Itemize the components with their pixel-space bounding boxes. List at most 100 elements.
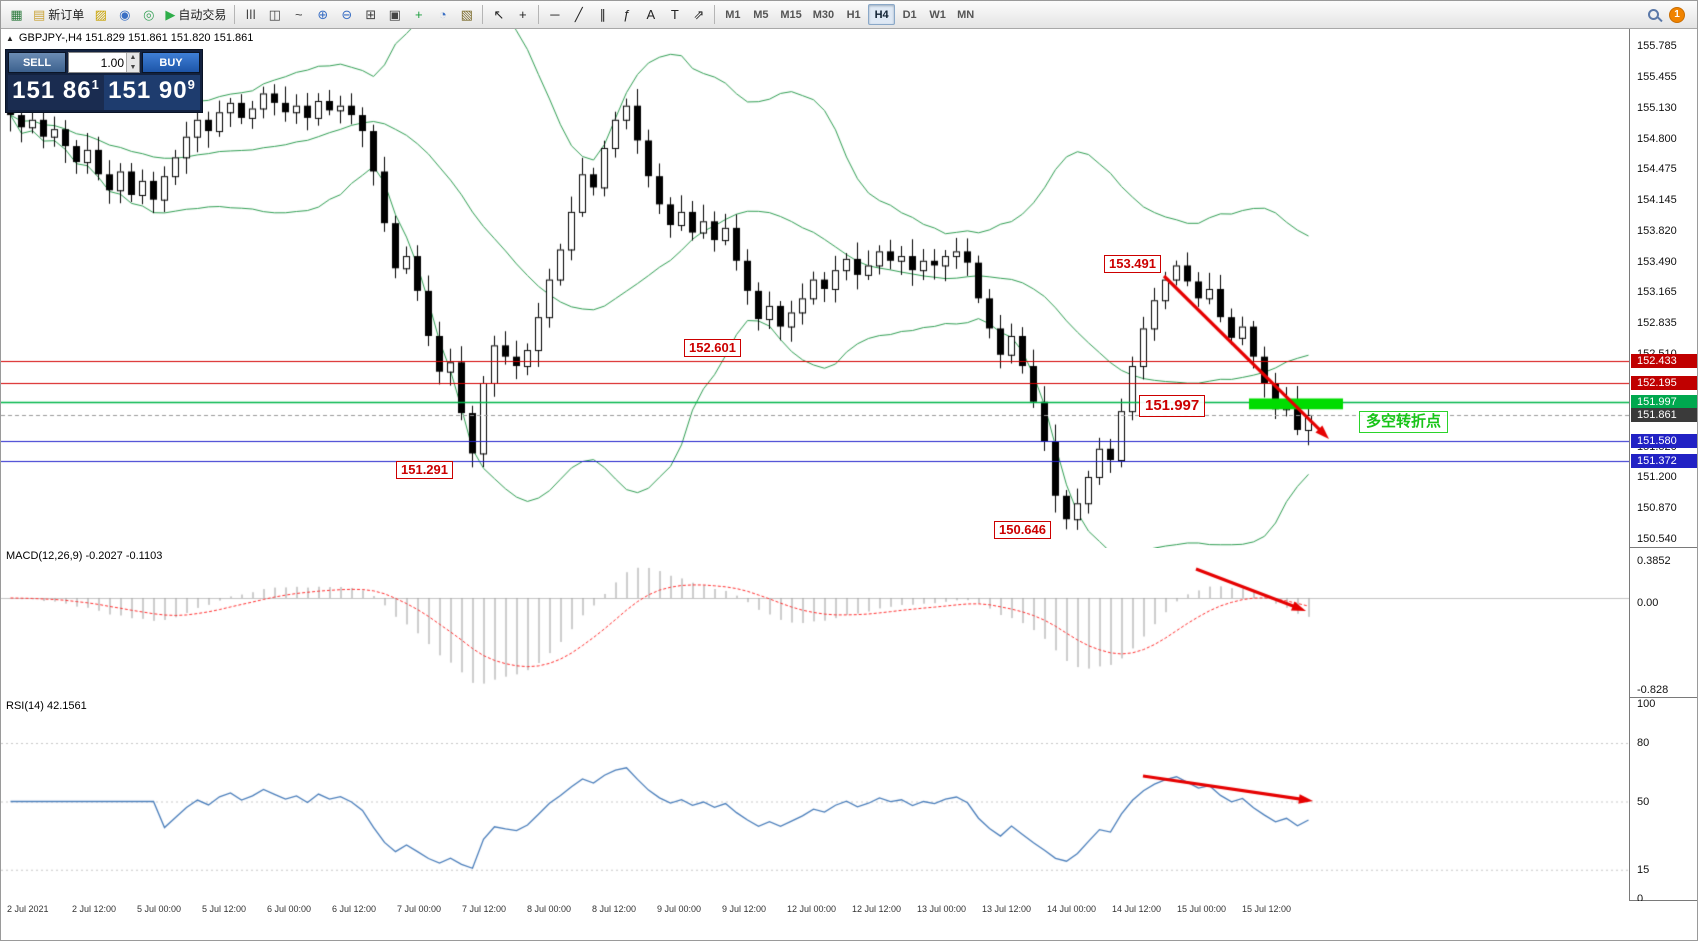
price-annotation-151-291[interactable]: 151.291 <box>396 461 453 479</box>
timeframe-m15[interactable]: M15 <box>780 8 802 21</box>
new-order-button[interactable]: ▤ 新订单 <box>29 3 88 26</box>
macd-panel: MACD(12,26,9) -0.2027 -0.1103 0.3852 0.00… <box>1 548 1697 698</box>
price-annotation-150-646[interactable]: 150.646 <box>994 521 1051 539</box>
price-annotation-151-997[interactable]: 151.997 <box>1139 395 1206 417</box>
timeframe-w1[interactable]: W1 <box>929 8 946 21</box>
rsi-canvas[interactable] <box>1 698 1629 901</box>
time-axis-label: 15 Jul 00:00 <box>1177 904 1227 914</box>
toolbar-separator <box>482 5 484 24</box>
price-scale-label: 154.800 <box>1637 132 1677 145</box>
periods-icon[interactable]: ◔ <box>431 3 454 26</box>
zoom-out-icon[interactable]: ⊖ <box>335 3 358 26</box>
zoom-in-icon[interactable]: ⊕ <box>311 3 334 26</box>
candlestick-chart-icon[interactable]: ◫ <box>263 3 286 26</box>
autotrading-button[interactable]: ▶ 自动交易 <box>161 3 230 26</box>
volume-input[interactable] <box>69 53 126 72</box>
price-scale-label: 151.200 <box>1637 470 1677 483</box>
time-axis-label: 2 Jul 12:00 <box>72 904 117 914</box>
line-chart-icon: ~ <box>295 7 303 22</box>
timeframe-d1[interactable]: D1 <box>902 8 917 21</box>
price-tag: 151.372 <box>1631 453 1697 468</box>
time-axis-label: 6 Jul 12:00 <box>332 904 377 914</box>
timeframe-m30[interactable]: M30 <box>812 8 835 21</box>
autotrading-icon: ▶ <box>165 7 176 22</box>
price-scale-label: 153.490 <box>1637 255 1677 268</box>
crosshair-icon[interactable]: + <box>511 3 534 26</box>
time-axis-label: 14 Jul 00:00 <box>1047 904 1097 914</box>
time-axis-label: 8 Jul 00:00 <box>527 904 572 914</box>
horizontal-line-icon: ─ <box>550 7 560 22</box>
toolbar-separator <box>714 5 716 24</box>
notification-badge[interactable]: 1 <box>1669 6 1685 23</box>
timeframe-h4[interactable]: H4 <box>868 4 896 25</box>
toolbar-separator <box>234 5 236 24</box>
indicators-icon[interactable]: + <box>407 3 430 26</box>
line-chart-icon[interactable]: ~ <box>287 3 310 26</box>
macd-scale-label: 0.00 <box>1637 597 1659 609</box>
cursor-icon: ↖ <box>493 7 505 22</box>
time-axis-label: 7 Jul 12:00 <box>462 904 507 914</box>
market-watch-icon: ◉ <box>119 7 131 22</box>
time-axis-label: 8 Jul 12:00 <box>592 904 637 914</box>
search-icon[interactable] <box>1648 9 1659 20</box>
tile-windows-icon[interactable]: ⊞ <box>359 3 382 26</box>
oneclick-collapse-icon[interactable]: ▲ <box>6 33 14 43</box>
trendline-icon[interactable]: ╱ <box>567 3 590 26</box>
chart-symbol-ohlc: ▲ GBPJPY-,H4 151.829 151.861 151.820 151… <box>6 32 253 44</box>
rsi-scale: 100 80 50 15 0 <box>1629 698 1697 905</box>
text-label-icon[interactable]: T <box>663 3 686 26</box>
templates-icon[interactable]: ▧ <box>455 3 478 26</box>
sell-button[interactable]: SELL <box>8 52 66 73</box>
equidistant-channel-icon[interactable]: ∥ <box>591 3 614 26</box>
time-axis: 2 Jul 2021 2 Jul 12:00 5 Jul 00:00 5 Jul 12… <box>1 901 1697 940</box>
price-annotation-153-491[interactable]: 153.491 <box>1104 255 1161 273</box>
volume-decrease-button[interactable]: ▼ <box>127 62 139 72</box>
sell-price[interactable]: 151 861 <box>8 75 104 110</box>
volume-increase-button[interactable]: ▲ <box>127 53 139 63</box>
rsi-scale-label: 15 <box>1637 863 1650 876</box>
market-watch-icon[interactable]: ◉ <box>113 3 136 26</box>
trendline-icon: ╱ <box>574 7 583 22</box>
indicators-icon: + <box>415 7 423 22</box>
candlestick-chart-icon: ◫ <box>268 7 281 22</box>
main-toolbar: ▦ ▤ 新订单 ▨ ◉ ◎ ▶ 自动交易 ǀǀǀ ◫ ~ ⊕ ⊖ ⊞ ▣ + ◔ ▧ ↖ + ─ ╱ ∥ ƒ A T ⇗ M1 M5 M1… <box>1 1 1697 29</box>
zoom-in-icon: ⊕ <box>317 7 329 22</box>
horizontal-line-icon[interactable]: ─ <box>543 3 566 26</box>
turning-point-label[interactable]: 多空转折点 <box>1359 411 1449 433</box>
timeframe-m1[interactable]: M1 <box>725 8 741 21</box>
symbol-ohlc-text: GBPJPY-,H4 151.829 151.861 151.820 151.8… <box>18 32 254 44</box>
templates-icon: ▧ <box>460 7 473 22</box>
timeframe-m5[interactable]: M5 <box>753 8 769 21</box>
chart-profiles-icon[interactable]: ▨ <box>89 3 112 26</box>
price-chart-canvas[interactable] <box>1 29 1629 548</box>
navigator-icon: ◎ <box>143 7 155 22</box>
toolbar-separator <box>538 5 540 24</box>
text-label-icon: T <box>670 7 679 22</box>
text-icon[interactable]: A <box>639 3 662 26</box>
new-order-button-label: 新订单 <box>48 8 85 22</box>
cursor-icon[interactable]: ↖ <box>487 3 510 26</box>
bar-chart-icon[interactable]: ǀǀǀ <box>239 3 262 26</box>
time-axis-label: 13 Jul 00:00 <box>917 904 967 914</box>
buy-button[interactable]: BUY <box>142 52 200 73</box>
text-icon: A <box>646 7 656 22</box>
time-axis-label: 12 Jul 00:00 <box>787 904 837 914</box>
price-tag: 151.997 <box>1631 395 1697 410</box>
arrows-tool-icon[interactable]: ⇗ <box>687 3 710 26</box>
price-chart-panel: ▲ GBPJPY-,H4 151.829 151.861 151.820 151… <box>1 29 1697 548</box>
price-scale[interactable]: 155.785 155.455 155.130 154.800 154.475 154.1… <box>1629 29 1697 547</box>
time-axis-label: 9 Jul 12:00 <box>722 904 767 914</box>
time-axis-label: 15 Jul 12:00 <box>1242 904 1292 914</box>
timeframe-h1[interactable]: H1 <box>846 8 861 21</box>
auto-arrange-icon[interactable]: ▣ <box>383 3 406 26</box>
macd-canvas[interactable] <box>1 548 1629 698</box>
price-annotation-152-601[interactable]: 152.601 <box>684 339 741 357</box>
timeframe-mn[interactable]: MN <box>957 8 975 21</box>
new-chart-icon[interactable]: ▦ <box>5 3 28 26</box>
fibonacci-icon[interactable]: ƒ <box>615 3 638 26</box>
navigator-icon[interactable]: ◎ <box>137 3 160 26</box>
rsi-scale-label: 100 <box>1637 698 1656 710</box>
buy-price[interactable]: 151 909 <box>104 75 200 110</box>
price-scale-label: 153.820 <box>1637 224 1677 237</box>
